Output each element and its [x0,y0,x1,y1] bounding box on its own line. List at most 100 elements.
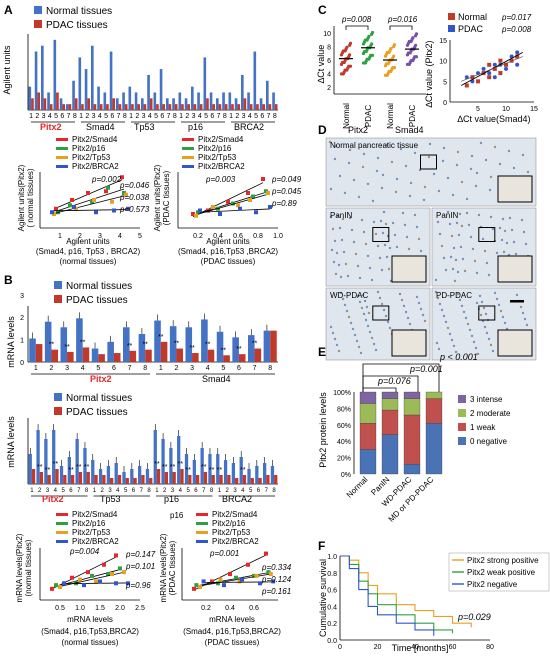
bar-pdac [106,104,109,110]
x-tick-label: 3 [233,488,237,494]
bar-pdac [180,469,184,484]
bar-pdac [211,475,215,484]
ihc-nucleus [499,309,503,313]
dot-point [411,58,415,63]
dot-point [408,51,412,55]
ihc-nucleus [388,246,392,250]
bar-pdac [110,478,114,484]
x-tick-label: 5 [476,106,480,113]
bar-normal [44,439,48,484]
legend-swatch [458,395,466,403]
bar-pdac [149,98,153,110]
ihc-nucleus [385,255,389,259]
regression-line [461,56,523,82]
bar-pdac [242,475,247,484]
legend-label: Pitx2 negative [467,580,518,589]
panel-label-d: D [318,123,327,137]
scatter-point [114,553,118,558]
x-tick-label: 4 [116,488,120,494]
ihc-nucleus [479,313,483,317]
f-xlabel: Time [months] [392,643,449,653]
x-tick-label: 3 [192,113,196,120]
ihc-nucleus [485,261,489,265]
ihc-nucleus [343,191,347,195]
y-tick-label: 0.2 [327,621,337,628]
bar-normal [200,448,204,484]
x-tick-label: 0.5 [55,605,65,612]
ihc-nucleus [450,338,454,342]
ihc-nucleus [465,211,469,215]
scatter-point [82,583,86,588]
x-tick-label: 5 [124,488,128,494]
b-pdac-xlabel-3: (PDAC tissues) [205,638,260,647]
bar-normal [216,331,224,362]
legend-br-label: Pitx2/BRCA2 [212,537,259,546]
x-tick-label: 2.0 [115,605,125,612]
ihc-nucleus [339,291,343,295]
ihc-nucleus [335,343,339,347]
bar-normal [130,469,134,484]
bar-normal [253,51,257,110]
ihc-nucleus [498,226,502,230]
scatter-point [218,577,223,582]
bar-pdac [87,98,90,110]
bar-normal [134,92,138,110]
ihc-nucleus [417,301,421,305]
ihc-nucleus [470,154,474,158]
ihc-nucleus [436,296,440,300]
ihc-nucleus [334,272,338,276]
c-corr-xlabel: ∆Ct value(Smad4) [457,114,530,124]
ihc-nucleus [436,220,440,224]
panel-label-a: A [4,3,13,17]
y-tick-label: 0.0 [327,638,337,645]
ihc-nucleus [498,162,502,166]
ihc-nucleus [415,225,419,229]
ihc-nucleus [525,323,529,327]
x-tick-label: 1 [30,488,34,494]
ihc-nucleus [331,227,335,231]
dot-point [389,69,393,74]
ihc-nucleus [474,346,478,350]
scatter-point [266,570,271,575]
ihc-nucleus [428,142,432,146]
survival-curve [340,555,472,628]
ihc-nucleus [408,322,412,326]
ihc-nucleus [464,316,468,320]
scatter-point [191,212,195,216]
ihc-nucleus [409,181,413,185]
bar-normal [201,319,208,362]
ihc-nucleus [452,246,456,250]
ihc-nucleus [370,336,374,340]
ihc-nucleus [476,352,480,356]
a-normal-ylabel-1: Agilent units(Pitx2) [17,164,26,231]
e-p2: p=0.001 [409,364,443,374]
ihc-nucleus [329,187,333,191]
bar-normal [177,436,181,484]
legend-pdac-swatch [448,25,455,32]
panel-a-legend: Normal tissues PDAC tissues [34,6,112,31]
ihc-nucleus [448,222,452,226]
x-tick-label: 3 [98,233,102,240]
ihc-nucleus [361,293,365,297]
bar-normal [98,469,103,484]
ihc-nucleus [348,216,352,220]
scatter-point [50,210,54,215]
a-pdac-xlabel-3: (PDAC tissues) [201,257,256,266]
dot-point [407,62,411,66]
bar-normal [52,430,56,484]
dot-point [386,62,390,66]
x-tick-label: 3 [242,113,246,120]
ihc-nucleus [354,252,358,256]
x-tick-label: 3 [92,113,96,120]
b-stray-p16: p16 [170,511,184,520]
ihc-nucleus [374,232,378,236]
bar-normal [91,45,94,110]
bar-pdac [268,104,272,110]
bar-normal [222,92,225,110]
bar-pdac [235,478,239,484]
ihc-nucleus [333,239,337,243]
x-tick-label: 8 [123,113,127,120]
ihc-nucleus [401,211,405,215]
x-tick-label: 5 [138,233,142,240]
x-tick-label: 3 [171,488,175,494]
